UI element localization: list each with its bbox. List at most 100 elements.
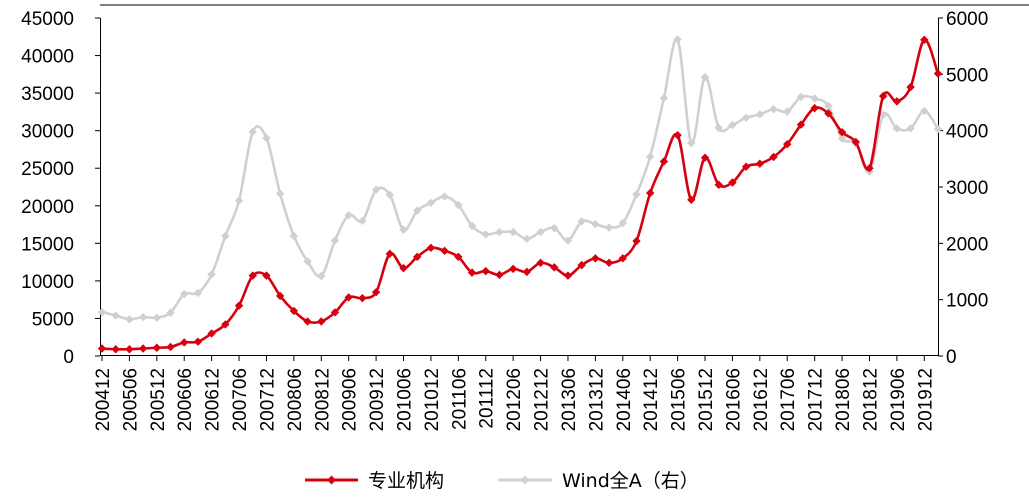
x-tick-label: 200812	[312, 368, 333, 431]
series-0-point	[865, 164, 874, 173]
series-1-point	[550, 223, 559, 233]
series-1-point	[796, 92, 806, 102]
series-0-point	[454, 252, 463, 262]
series-1-point	[769, 105, 778, 114]
series-1-point	[440, 192, 449, 201]
series-1-point	[892, 124, 902, 133]
left-tick-label: 10000	[21, 272, 74, 293]
x-tick-label: 200906	[340, 368, 361, 431]
series-0-point	[221, 320, 230, 329]
series-1-point	[371, 185, 381, 195]
series-1-point	[152, 313, 162, 322]
series-1-point	[344, 210, 353, 220]
series-0-point	[440, 246, 449, 256]
series-0-point	[851, 137, 860, 147]
series-0-point	[810, 103, 819, 113]
series-1-point	[591, 219, 600, 229]
left-axis-ticks: 0 5000 10000 15000 20000 25000 30000 35000 40000…	[21, 9, 100, 368]
series-1-point	[577, 217, 586, 226]
left-tick-label: 0	[63, 347, 74, 368]
series-0-point	[673, 130, 682, 140]
series-1-point	[933, 124, 943, 134]
left-tick-label: 5000	[32, 309, 74, 330]
series-0-point	[728, 178, 737, 187]
series-0-point	[330, 308, 340, 317]
x-tick-label: 201706	[778, 368, 799, 431]
series-1	[97, 35, 943, 324]
series-1-point	[248, 127, 257, 136]
left-tick-label: 25000	[21, 159, 74, 180]
series-1-point	[536, 227, 545, 237]
x-tick-label: 201506	[669, 368, 690, 431]
series-0-point	[234, 301, 244, 310]
series-1-point	[495, 227, 504, 237]
x-tick-label: 201906	[888, 368, 909, 431]
x-tick-label: 201912	[915, 368, 936, 431]
left-tick-label: 30000	[21, 122, 74, 143]
x-tick-label: 201406	[614, 368, 635, 431]
legend-label-1: Wind全A（右）	[562, 470, 699, 492]
series-0-point	[248, 271, 257, 280]
series-1-point	[358, 216, 367, 225]
series-1-point	[906, 124, 915, 133]
series-1-point	[467, 221, 477, 231]
series-0	[97, 35, 943, 354]
x-tick-label: 201012	[422, 368, 443, 431]
x-tick-label: 201206	[504, 368, 525, 431]
series-1-point	[221, 231, 230, 241]
series-layer	[97, 35, 943, 354]
series-1-point	[878, 110, 888, 120]
series-0-point	[892, 97, 902, 106]
series-0-point	[687, 195, 696, 204]
x-tick-label: 200706	[230, 368, 251, 431]
series-0-point	[495, 270, 504, 280]
series-0-point	[536, 258, 545, 268]
series-1-point	[687, 138, 696, 148]
series-1-point	[413, 206, 422, 215]
series-1-point	[180, 289, 189, 299]
legend: 专业机构 Wind全A（右）	[305, 470, 699, 492]
series-0-point	[645, 188, 655, 198]
right-tick-label: 4000	[946, 122, 988, 143]
series-0-point	[508, 264, 518, 274]
series-1-point	[303, 257, 312, 266]
series-0-point	[824, 109, 833, 118]
series-1-point	[289, 231, 299, 241]
x-tick-label: 201312	[586, 368, 607, 431]
x-tick-label: 200606	[175, 368, 196, 431]
series-1-point	[837, 134, 847, 143]
series-0-point	[577, 260, 586, 270]
series-1-point	[193, 288, 203, 298]
series-1-point	[138, 312, 148, 322]
series-0-point	[604, 258, 614, 268]
series-1-point	[399, 225, 408, 235]
series-1-point	[111, 311, 120, 320]
series-0-point	[180, 338, 189, 347]
series-1-point	[824, 101, 833, 111]
series-1-point	[385, 190, 395, 200]
series-0-point	[700, 153, 710, 162]
series-1-point	[563, 236, 573, 245]
right-tick-label: 2000	[946, 234, 988, 255]
series-1-point	[920, 106, 929, 116]
series-1-point	[426, 198, 436, 207]
legend-entry-0: 专业机构	[305, 470, 444, 492]
legend-label-0: 专业机构	[368, 470, 444, 492]
right-tick-label: 5000	[946, 65, 988, 86]
series-0-point	[755, 159, 765, 168]
right-tick-label: 6000	[946, 9, 988, 30]
series-1-point	[741, 113, 751, 122]
series-1-point	[207, 270, 216, 279]
left-tick-label: 35000	[21, 84, 74, 105]
series-0-point	[125, 345, 134, 354]
series-0-point	[481, 266, 490, 276]
series-0-point	[371, 287, 381, 297]
series-1-point	[166, 308, 175, 317]
series-1-point	[454, 200, 463, 210]
series-0-point	[399, 263, 408, 273]
series-0-point	[303, 317, 312, 326]
right-tick-label: 0	[946, 347, 957, 368]
series-0-point	[358, 293, 367, 303]
series-0-point	[385, 249, 395, 259]
